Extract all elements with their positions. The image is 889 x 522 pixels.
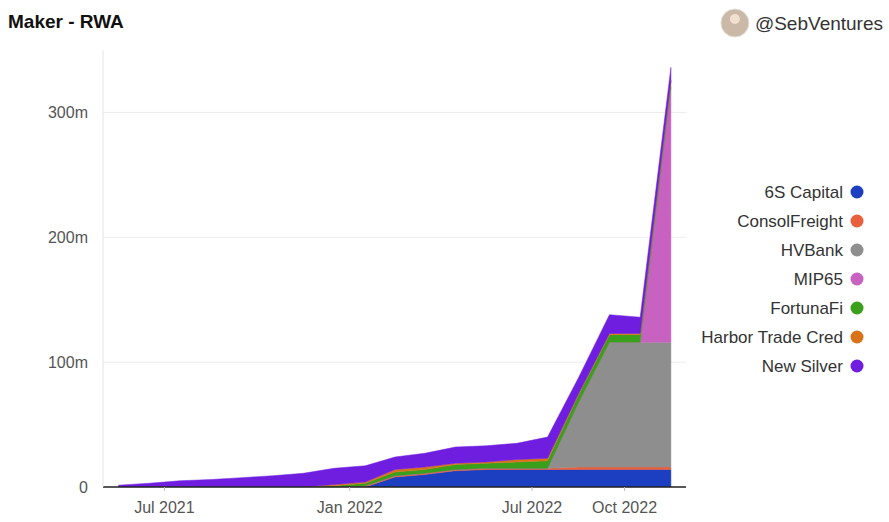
- grid-line: [103, 112, 686, 113]
- grid-line: [103, 487, 686, 488]
- subtitle: @SebVentures: [755, 13, 883, 34]
- legend-label: HVBank: [781, 241, 844, 260]
- legend-swatch: [851, 302, 864, 315]
- legend: 6S Capital ConsolFreight HVBank MIP65 Fortun…: [701, 183, 863, 376]
- x-tick-label: Jan 2022: [317, 499, 383, 516]
- legend-label: FortunaFi: [770, 299, 843, 318]
- y-tick-label: 0: [79, 479, 88, 496]
- x-tick: [349, 487, 350, 491]
- title: Maker - RWA: [8, 11, 124, 32]
- grid: [103, 112, 686, 487]
- x-tick: [624, 487, 625, 491]
- area-series: [119, 67, 671, 487]
- avatar: [721, 9, 749, 37]
- plot-area: [119, 67, 671, 487]
- y-tick-label: 200m: [48, 229, 88, 246]
- legend-swatch: [851, 273, 864, 286]
- avatar-face: [730, 14, 740, 24]
- legend-swatch: [851, 331, 864, 344]
- x-tick-label: Jul 2022: [502, 499, 563, 516]
- x-axis-line: [103, 486, 686, 488]
- legend-label: MIP65: [794, 270, 843, 289]
- legend-swatch: [851, 244, 864, 257]
- area-series: [119, 80, 671, 487]
- y-tick-label: 300m: [48, 104, 88, 121]
- x-tick-label: Jul 2021: [134, 499, 195, 516]
- legend-label: ConsolFreight: [737, 212, 843, 231]
- y-tick-label: 100m: [48, 354, 88, 371]
- legend-swatch: [851, 360, 864, 373]
- y-axis-line: [103, 50, 104, 487]
- x-tick-label: Oct 2022: [592, 499, 657, 516]
- legend-swatch: [851, 186, 864, 199]
- grid-line: [103, 237, 686, 238]
- legend-label: New Silver: [762, 357, 844, 376]
- x-tick: [164, 487, 165, 491]
- legend-swatch: [851, 215, 864, 228]
- chart: Maker - RWA @SebVentures 0 100m 200m 300m Jul …: [0, 0, 889, 522]
- legend-label: Harbor Trade Cred: [701, 328, 843, 347]
- area-series: [119, 81, 671, 487]
- legend-label: 6S Capital: [765, 183, 843, 202]
- x-tick: [531, 487, 532, 491]
- area-series: [119, 87, 671, 487]
